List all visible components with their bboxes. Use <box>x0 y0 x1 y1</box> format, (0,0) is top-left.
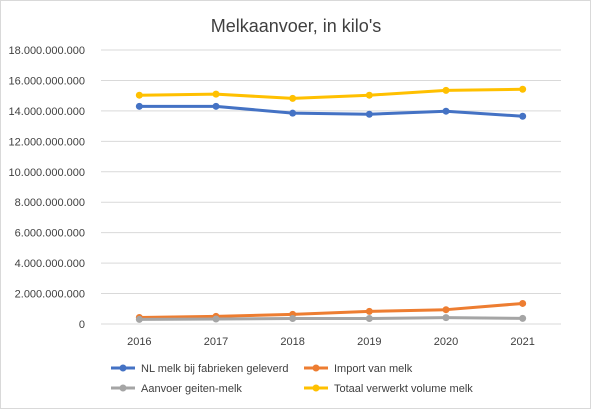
series-lines <box>135 85 527 323</box>
legend-item: Totaal verwerkt volume melk <box>304 383 473 395</box>
data-point <box>289 109 297 117</box>
series-4 <box>135 85 527 102</box>
data-point <box>365 91 373 99</box>
y-tick-label: 12.000.000.000 <box>9 136 85 148</box>
data-point <box>212 90 220 98</box>
data-point <box>135 91 143 99</box>
data-point <box>442 306 450 314</box>
y-tick-label: 4.000.000.000 <box>15 258 85 270</box>
data-point <box>519 314 527 322</box>
data-point <box>442 107 450 115</box>
legend-label: Aanvoer geiten-melk <box>141 383 242 395</box>
data-point <box>519 85 527 93</box>
legend-label: Totaal verwerkt volume melk <box>334 383 473 395</box>
data-point <box>365 315 373 323</box>
series-line <box>137 87 525 100</box>
x-axis-tick-labels: 2016 2017 2018 2019 2020 2021 <box>127 336 535 348</box>
y-tick-label: 8.000.000.000 <box>15 197 85 209</box>
y-tick-label: 14.000.000.000 <box>9 106 85 118</box>
series-line <box>137 301 525 319</box>
gridlines <box>101 49 561 325</box>
legend-label: Import van melk <box>334 363 413 375</box>
data-point <box>442 314 450 322</box>
data-point <box>365 110 373 118</box>
series-1 <box>135 102 527 120</box>
series-3 <box>135 314 527 323</box>
series-2 <box>135 299 527 321</box>
x-tick-label: 2021 <box>510 336 534 348</box>
data-point <box>135 315 143 323</box>
data-point <box>365 307 373 315</box>
x-tick-label: 2016 <box>127 336 151 348</box>
series-line <box>137 316 525 321</box>
legend-item: NL melk bij fabrieken geleverd <box>111 363 289 375</box>
y-tick-label: 2.000.000.000 <box>15 289 85 301</box>
chart-title: Melkaanvoer, in kilo's <box>211 16 382 36</box>
legend-marker <box>312 384 320 392</box>
data-point <box>135 102 143 110</box>
legend-marker <box>119 384 127 392</box>
data-point <box>212 102 220 110</box>
y-tick-label: 0 <box>79 319 85 331</box>
y-tick-label: 6.000.000.000 <box>15 228 85 240</box>
legend-item: Aanvoer geiten-melk <box>111 383 242 395</box>
x-tick-label: 2019 <box>357 336 381 348</box>
legend-item: Import van melk <box>304 363 413 375</box>
legend-label: NL melk bij fabrieken geleverd <box>141 363 289 375</box>
y-tick-label: 16.000.000.000 <box>9 75 85 87</box>
x-tick-label: 2017 <box>204 336 228 348</box>
legend-marker <box>312 364 320 372</box>
x-tick-label: 2018 <box>280 336 304 348</box>
legend-marker <box>119 364 127 372</box>
data-point <box>289 315 297 323</box>
x-tick-label: 2020 <box>434 336 458 348</box>
series-line <box>137 104 525 118</box>
legend: NL melk bij fabrieken geleverd Import van… <box>111 363 473 395</box>
data-point <box>442 86 450 94</box>
data-point <box>212 315 220 323</box>
y-tick-label: 18.000.000.000 <box>9 45 85 57</box>
y-axis-tick-labels: 0 2.000.000.000 4.000.000.000 6.000.000.000… <box>9 45 85 331</box>
data-point <box>289 94 297 102</box>
data-point <box>519 299 527 307</box>
y-tick-label: 10.000.000.000 <box>9 167 85 179</box>
data-point <box>519 112 527 120</box>
